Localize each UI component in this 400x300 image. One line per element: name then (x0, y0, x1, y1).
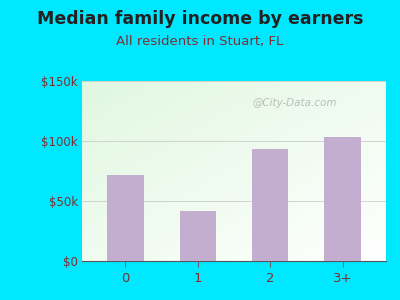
Text: All residents in Stuart, FL: All residents in Stuart, FL (116, 34, 284, 47)
Bar (180, 211, 216, 261)
Text: @City-Data.com: @City-Data.com (252, 98, 337, 108)
Bar (324, 137, 361, 261)
Bar (107, 175, 144, 261)
Bar (252, 149, 288, 261)
Text: Median family income by earners: Median family income by earners (37, 11, 363, 28)
